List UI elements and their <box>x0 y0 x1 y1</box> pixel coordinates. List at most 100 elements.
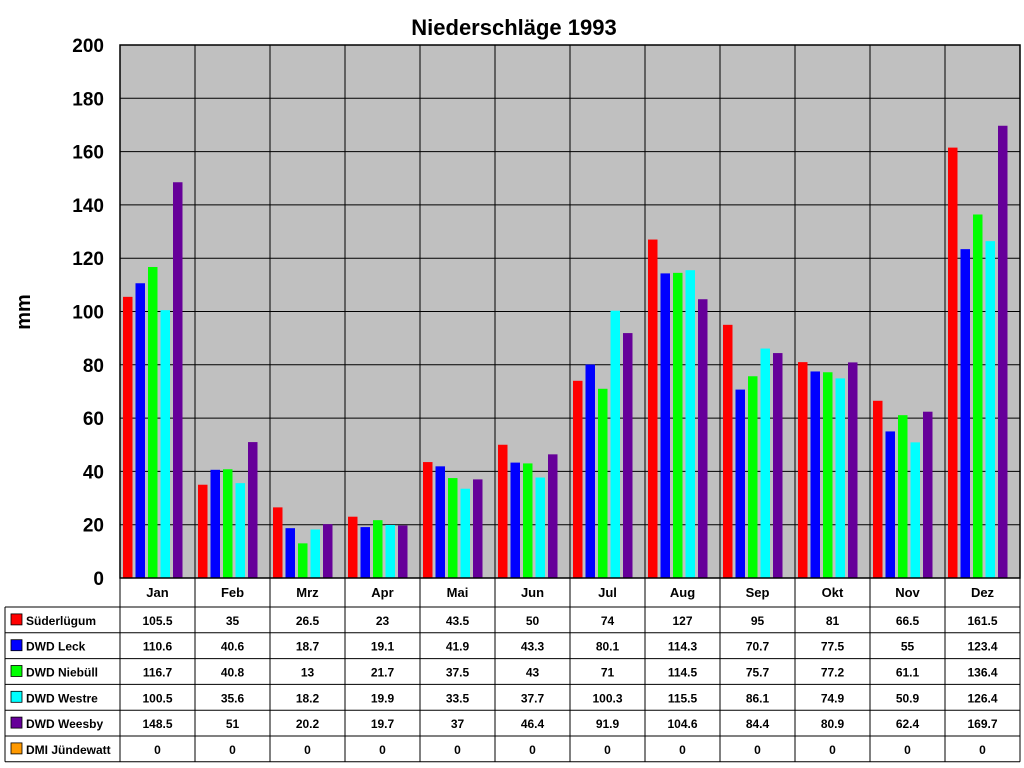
bar <box>160 310 170 578</box>
table-cell: 50 <box>526 614 540 628</box>
bar <box>835 378 845 578</box>
table-cell: 161.5 <box>967 614 997 628</box>
table-cell: 114.5 <box>668 666 698 680</box>
table-cell: 37.7 <box>521 691 545 705</box>
table-cell: 84.4 <box>746 717 770 731</box>
category-label: Jul <box>598 585 617 600</box>
table-cell: 86.1 <box>746 691 770 705</box>
table-cell: 136.4 <box>967 666 997 680</box>
bar <box>423 462 433 578</box>
y-tick-label: 160 <box>72 143 104 164</box>
bar <box>210 469 220 578</box>
table-cell: 43 <box>526 666 540 680</box>
bar <box>360 527 370 578</box>
legend-swatch <box>10 742 23 755</box>
table-cell: 169.7 <box>967 717 997 731</box>
bar <box>373 520 383 578</box>
table-cell: 50.9 <box>896 691 920 705</box>
category-label: Mai <box>447 585 469 600</box>
bar <box>498 444 508 578</box>
bar <box>523 463 533 578</box>
bar <box>248 442 258 578</box>
table-cell: 126.4 <box>967 691 997 705</box>
bar <box>748 376 758 578</box>
table-cell: 19.9 <box>371 691 395 705</box>
bar <box>648 239 658 579</box>
table-cell: 41.9 <box>446 640 470 654</box>
bar <box>310 529 320 578</box>
category-label: Mrz <box>296 585 319 600</box>
bar <box>910 442 920 578</box>
legend-label: DWD Leck <box>26 640 86 654</box>
table-cell: 100.5 <box>142 691 172 705</box>
table-cell: 110.6 <box>143 640 173 654</box>
category-label: Apr <box>371 585 393 600</box>
table-cell: 114.3 <box>668 640 698 654</box>
table-cell: 19.7 <box>371 717 395 731</box>
table-cell: 123.4 <box>967 640 997 654</box>
bar <box>198 484 208 578</box>
table-cell: 74 <box>601 614 615 628</box>
table-cell: 0 <box>304 743 311 757</box>
table-cell: 100.3 <box>592 691 622 705</box>
bar <box>623 333 633 578</box>
table-cell: 35 <box>226 614 240 628</box>
table-cell: 35.6 <box>221 691 245 705</box>
bar <box>273 507 283 578</box>
y-tick-label: 120 <box>72 249 104 270</box>
table-cell: 13 <box>301 666 315 680</box>
table-cell: 77.2 <box>821 666 845 680</box>
table-cell: 0 <box>154 743 161 757</box>
table-cell: 0 <box>754 743 761 757</box>
table-cell: 33.5 <box>446 691 470 705</box>
bar <box>448 478 458 578</box>
table-cell: 70.7 <box>746 640 770 654</box>
category-label: Nov <box>895 585 920 600</box>
y-tick-label: 80 <box>83 356 104 377</box>
table-cell: 80.9 <box>821 717 845 731</box>
table-cell: 104.6 <box>667 717 697 731</box>
category-label: Okt <box>822 585 844 600</box>
table-cell: 37.5 <box>446 666 470 680</box>
bar <box>960 249 970 578</box>
table-cell: 0 <box>979 743 986 757</box>
bar <box>823 372 833 578</box>
bar <box>673 272 683 578</box>
table-cell: 0 <box>829 743 836 757</box>
table-cell: 0 <box>679 743 686 757</box>
category-label: Dez <box>971 585 995 600</box>
category-label: Feb <box>221 585 244 600</box>
table-cell: 61.1 <box>896 666 920 680</box>
category-label: Jun <box>521 585 544 600</box>
bar <box>660 273 670 578</box>
table-cell: 0 <box>604 743 611 757</box>
table-cell: 81 <box>826 614 840 628</box>
bar <box>810 371 820 578</box>
table-cell: 91.9 <box>596 717 620 731</box>
bar <box>473 479 483 578</box>
bar <box>598 388 608 578</box>
legend-swatch <box>10 690 23 703</box>
table-cell: 80.1 <box>596 640 620 654</box>
category-label: Sep <box>746 585 770 600</box>
table-cell: 18.2 <box>296 691 320 705</box>
legend-swatch <box>10 613 23 626</box>
table-cell: 51 <box>226 717 240 731</box>
bar <box>848 362 858 578</box>
bar <box>148 266 158 578</box>
bar <box>285 528 295 578</box>
y-tick-label: 140 <box>72 196 104 217</box>
table-cell: 75.7 <box>746 666 770 680</box>
table-cell: 18.7 <box>296 640 320 654</box>
table-cell: 74.9 <box>821 691 845 705</box>
table-cell: 105.5 <box>142 614 172 628</box>
y-tick-label: 100 <box>72 303 104 324</box>
table-cell: 0 <box>229 743 236 757</box>
table-cell: 62.4 <box>896 717 920 731</box>
category-label: Jan <box>146 585 168 600</box>
bar <box>985 241 995 579</box>
table-cell: 0 <box>454 743 461 757</box>
legend-label: DWD Westre <box>26 691 98 705</box>
bar <box>998 125 1008 578</box>
legend-swatch <box>10 716 23 729</box>
